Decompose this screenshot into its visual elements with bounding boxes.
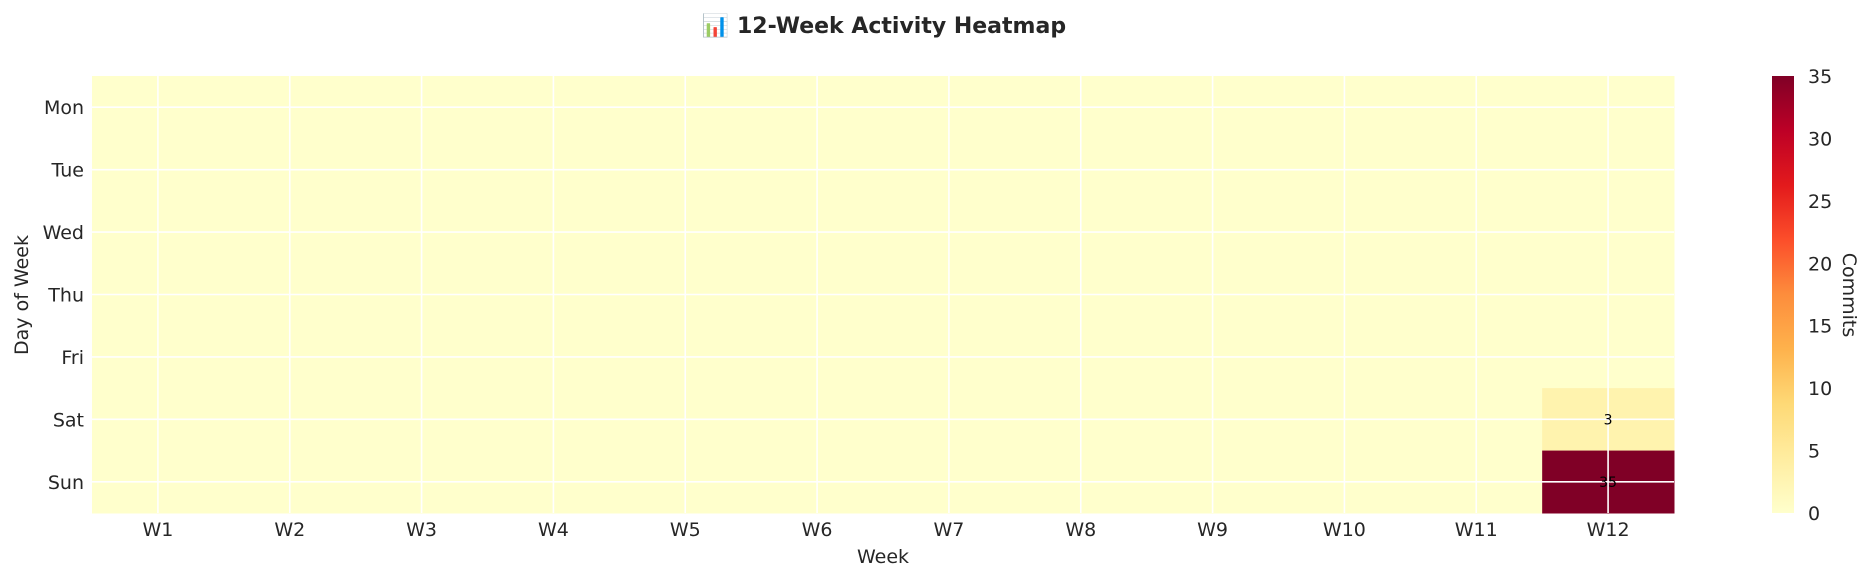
x-tick-label: W1 [142, 519, 173, 541]
colorbar-label: Commits [1838, 253, 1860, 338]
colorbar-tick-label: 30 [1808, 128, 1832, 150]
y-axis-label: Day of Week [11, 235, 33, 355]
cell-annotations: 3 35 [1599, 412, 1617, 490]
colorbar-tick-label: 35 [1808, 66, 1832, 88]
x-tick-label: W11 [1455, 519, 1498, 541]
x-tick-label: W10 [1323, 519, 1366, 541]
x-tick-label: W8 [1065, 519, 1096, 541]
y-tick-label: Sun [48, 472, 84, 494]
colorbar: 0 5 10 15 20 25 30 35 Commits [1772, 66, 1860, 525]
colorbar-ticks: 0 5 10 15 20 25 30 35 [1808, 66, 1832, 525]
x-tick-label: W3 [406, 519, 437, 541]
y-tick-label: Mon [44, 97, 84, 119]
y-tick-label: Fri [61, 347, 84, 369]
x-tick-label: W9 [1197, 519, 1228, 541]
x-axis-label: Week [857, 546, 909, 568]
x-tick-label: W6 [802, 519, 833, 541]
heatmap-grid [92, 76, 1674, 513]
x-tick-label: W7 [933, 519, 964, 541]
x-tick-label: W12 [1587, 519, 1630, 541]
colorbar-tick-label: 10 [1808, 378, 1832, 400]
colorbar-tick-label: 25 [1808, 191, 1832, 213]
chart-title: 📊 12-Week Activity Heatmap [702, 13, 1066, 39]
colorbar-tick-label: 5 [1808, 441, 1820, 463]
x-tick-label: W2 [274, 519, 305, 541]
y-tick-label: Wed [43, 222, 84, 244]
y-tick-label: Thu [47, 285, 84, 307]
y-tick-label: Tue [51, 160, 84, 182]
x-tick-label: W5 [670, 519, 701, 541]
colorbar-tick-label: 0 [1808, 503, 1820, 525]
x-tick-label: W4 [538, 519, 569, 541]
cell-annotation: 3 [1604, 412, 1613, 428]
colorbar-tick-label: 20 [1808, 253, 1832, 275]
colorbar-gradient [1772, 76, 1794, 513]
x-tick-labels: W1 W2 W3 W4 W5 W6 W7 W8 W9 W10 W11 W12 [142, 519, 1629, 541]
cell-annotation: 35 [1599, 475, 1617, 491]
colorbar-tick-label: 15 [1808, 316, 1832, 338]
y-tick-labels: Mon Tue Wed Thu Fri Sat Sun [43, 97, 84, 494]
y-tick-label: Sat [53, 409, 84, 431]
